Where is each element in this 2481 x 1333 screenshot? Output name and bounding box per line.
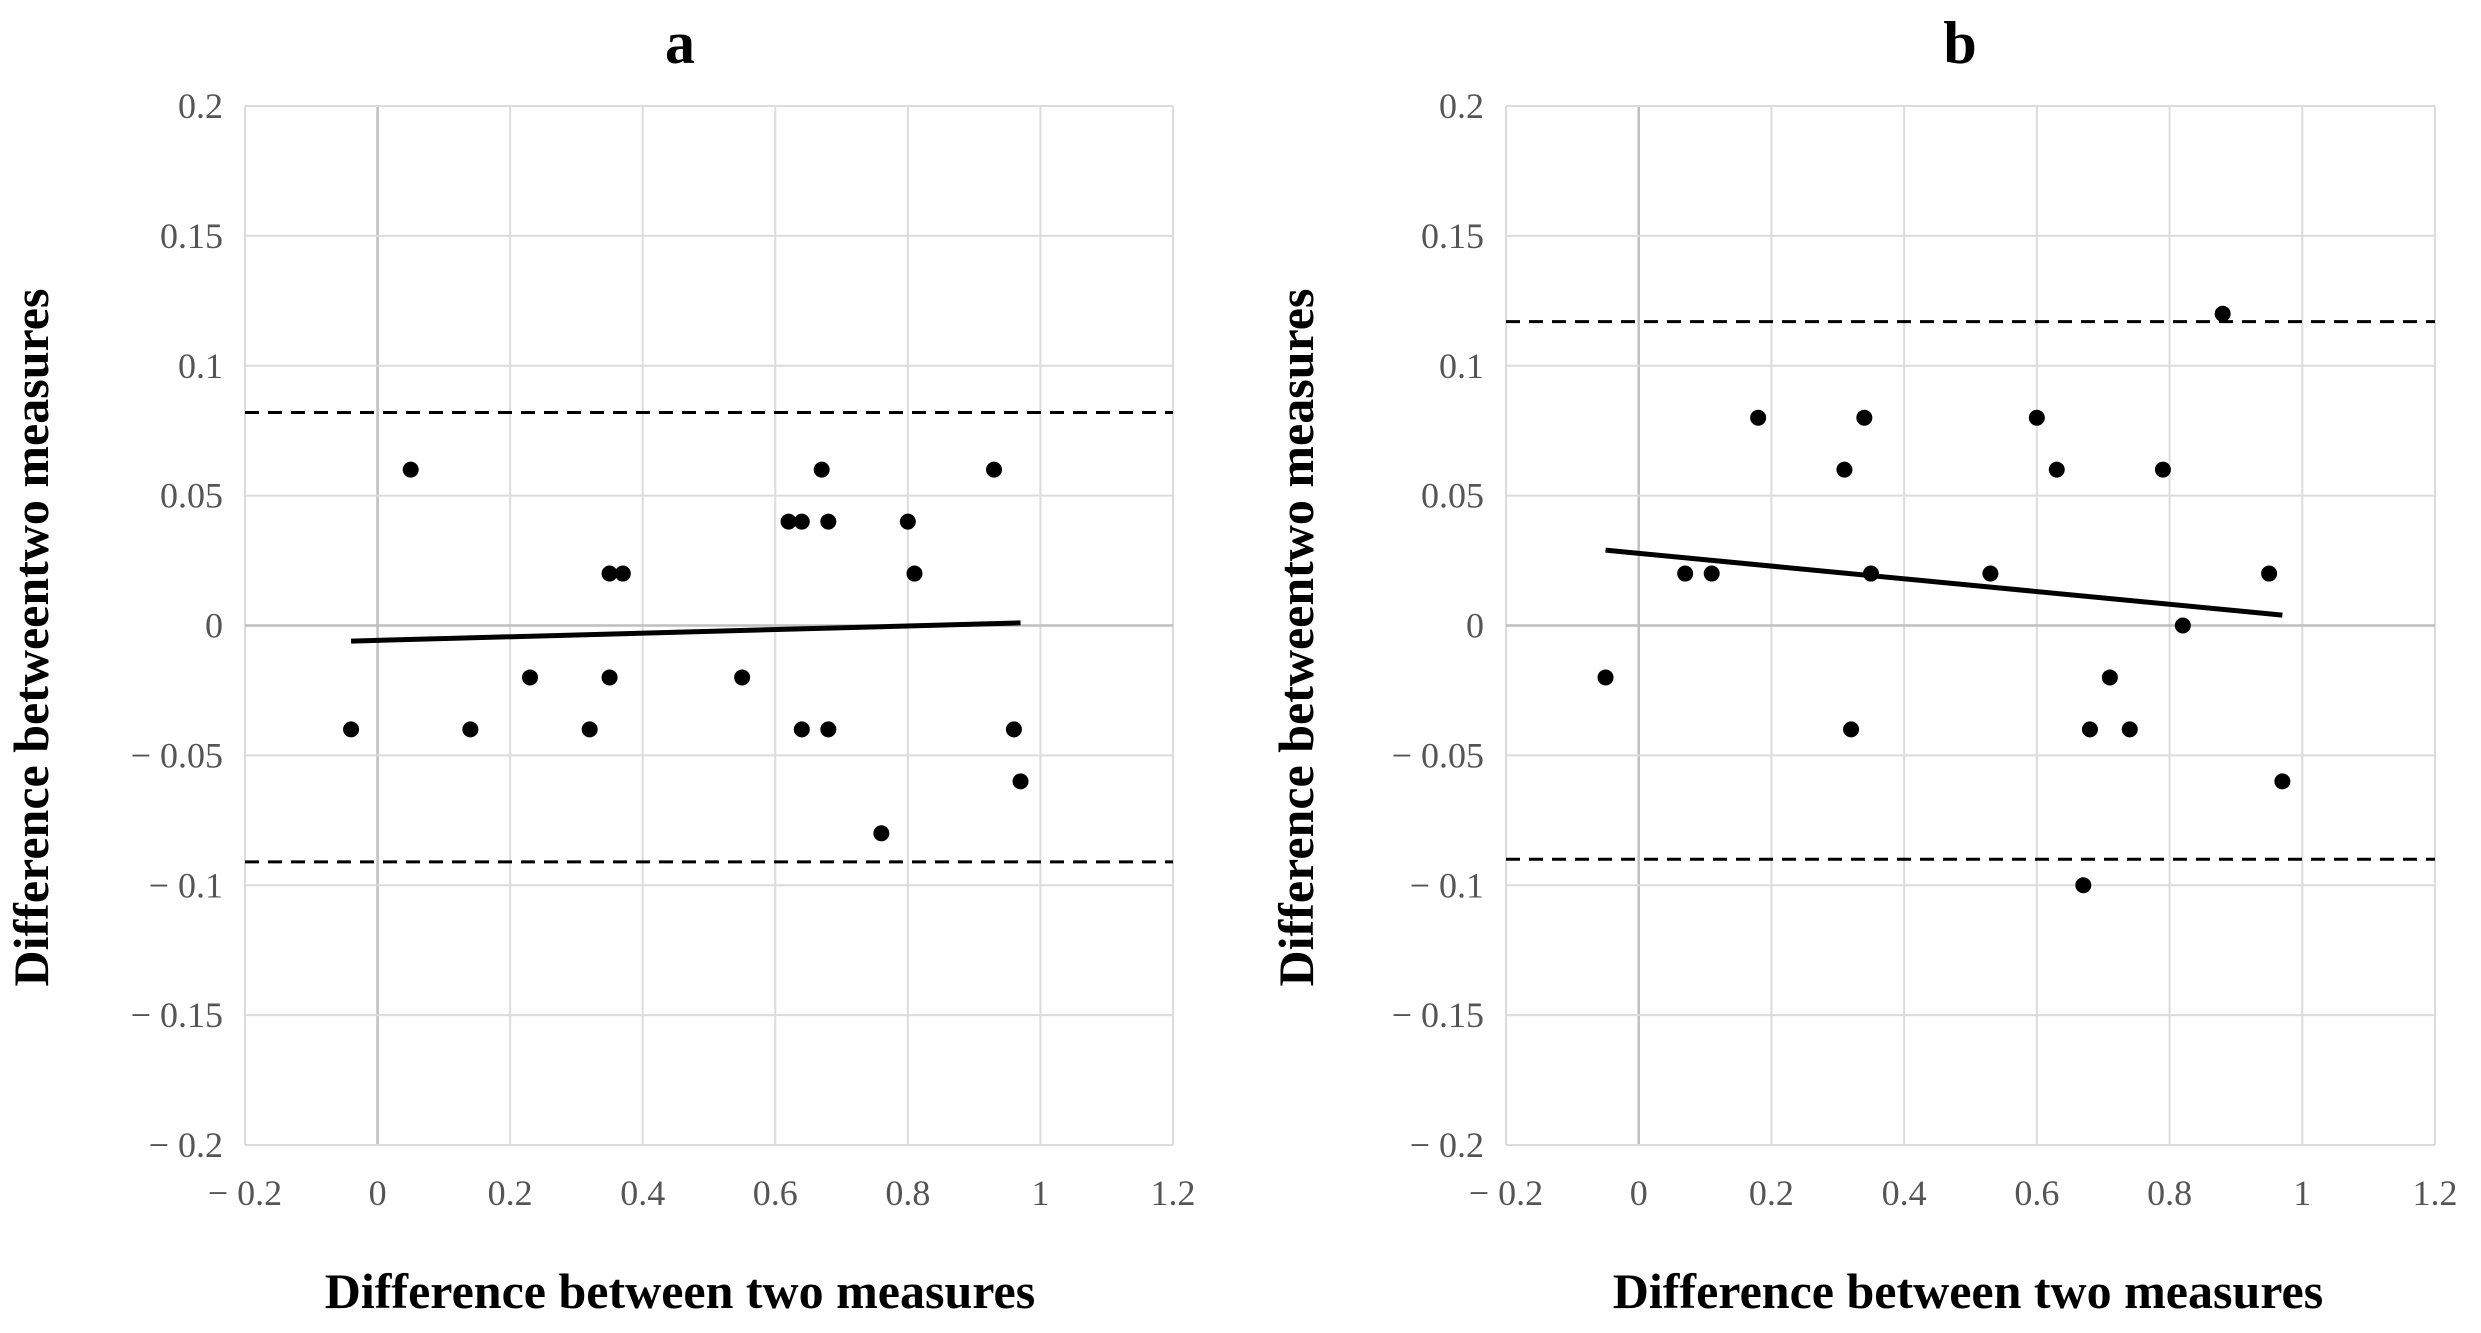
y-axis-label: Difference betweentwo measures [3, 289, 59, 987]
y-tick-label: 0 [1466, 606, 1484, 646]
data-point [2154, 461, 2171, 478]
data-point [601, 565, 618, 582]
y-axis-label: Difference betweentwo measures [1268, 289, 1324, 987]
chart-title: b [1943, 10, 1976, 76]
y-tick-label: − 0.05 [1392, 735, 1484, 775]
data-point [2214, 305, 2231, 322]
x-tick-label: 1.2 [2413, 1173, 2458, 1213]
x-tick-label: 0 [369, 1173, 387, 1213]
data-point [780, 513, 797, 530]
data-point [581, 721, 598, 738]
x-tick-label: 0.6 [2014, 1173, 2059, 1213]
data-point [906, 565, 923, 582]
y-tick-label: 0.2 [178, 86, 223, 126]
x-tick-label: 0.4 [1882, 1173, 1927, 1213]
data-point [2261, 565, 2278, 582]
x-tick-label: 0.8 [2147, 1173, 2192, 1213]
x-tick-label: 0.2 [488, 1173, 533, 1213]
y-tick-label: 0.2 [1439, 86, 1484, 126]
data-point [462, 721, 479, 738]
trend-line [1605, 547, 2283, 618]
data-point [1750, 409, 1767, 426]
y-tick-label: − 0.1 [149, 865, 223, 905]
x-tick-label: 1.2 [1151, 1173, 1196, 1213]
x-tick-label: 0.4 [620, 1173, 665, 1213]
data-point [813, 461, 830, 478]
data-point [402, 461, 419, 478]
y-tick-label: − 0.15 [131, 995, 223, 1035]
data-point [2028, 409, 2045, 426]
data-point [873, 825, 890, 842]
data-point [2081, 721, 2098, 738]
trend-line [350, 620, 1021, 644]
data-point [1012, 773, 1029, 790]
data-point [2274, 773, 2291, 790]
data-point [820, 513, 837, 530]
x-tick-label: 1 [2293, 1173, 2311, 1213]
data-point [820, 721, 837, 738]
y-tick-label: 0.05 [160, 476, 223, 516]
data-point [734, 669, 751, 686]
data-point [1982, 565, 1999, 582]
x-axis-label: Difference between two measures [325, 1263, 1035, 1319]
chart-panel-a: − 0.2 − 0.15 − 0.1 − 0.05 0 0.05 0.1 0.15 0.2 − 0… [3, 10, 1196, 1319]
data-point [343, 721, 360, 738]
y-tick-label: 0.1 [178, 346, 223, 386]
y-tick-label: − 0.05 [131, 735, 223, 775]
x-axis-label: Difference between two measures [1613, 1263, 2323, 1319]
y-tick-label: 0.05 [1421, 476, 1484, 516]
data-point [793, 513, 810, 530]
data-point [1703, 565, 1720, 582]
y-tick-label: − 0.15 [1392, 995, 1484, 1035]
y-tick-label: − 0.2 [1410, 1125, 1484, 1165]
data-point [793, 721, 810, 738]
data-point [2075, 877, 2092, 894]
data-point [2174, 617, 2191, 634]
chart-title: a [665, 10, 695, 76]
data-point [601, 669, 618, 686]
y-tick-label: 0.15 [160, 216, 223, 256]
x-tick-label: 0.8 [885, 1173, 930, 1213]
x-tick-label: − 0.2 [208, 1173, 282, 1213]
y-tick-label: − 0.2 [149, 1125, 223, 1165]
y-tick-label: 0.15 [1421, 216, 1484, 256]
data-point [522, 669, 539, 686]
data-point [2048, 461, 2065, 478]
data-point [1005, 721, 1022, 738]
data-point [1677, 565, 1694, 582]
x-tick-label: − 0.2 [1469, 1173, 1543, 1213]
x-tick-label: 1 [1031, 1173, 1049, 1213]
data-point [986, 461, 1003, 478]
y-tick-label: − 0.1 [1410, 865, 1484, 905]
data-point [2101, 669, 2118, 686]
chart-panel-b: − 0.2 − 0.15 − 0.1 − 0.05 0 0.05 0.1 0.15 0.2 − 0… [1268, 10, 2458, 1319]
data-point [1862, 565, 1879, 582]
x-tick-label: 0.2 [1749, 1173, 1794, 1213]
data-point [1856, 409, 1873, 426]
data-point [899, 513, 916, 530]
y-tick-label: 0.1 [1439, 346, 1484, 386]
x-tick-label: 0 [1630, 1173, 1648, 1213]
data-point [1843, 721, 1860, 738]
y-tick-label: 0 [205, 606, 223, 646]
data-point [2121, 721, 2138, 738]
data-point [1597, 669, 1614, 686]
x-tick-label: 0.6 [753, 1173, 798, 1213]
data-point [1836, 461, 1853, 478]
data-point [614, 565, 631, 582]
